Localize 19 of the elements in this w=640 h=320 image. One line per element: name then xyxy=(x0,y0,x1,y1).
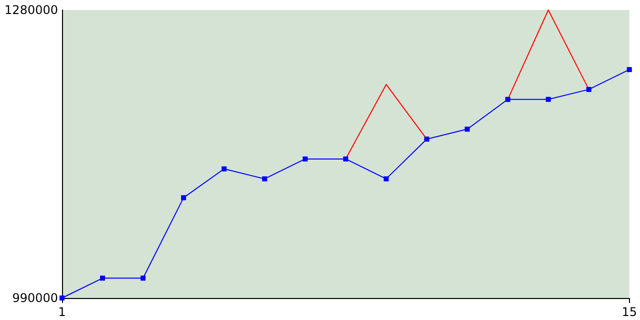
point xyxy=(343,156,348,162)
point xyxy=(262,176,268,182)
point xyxy=(464,126,470,132)
y-tick-label: 1280000 xyxy=(4,3,58,17)
point xyxy=(424,136,430,142)
point xyxy=(100,276,106,281)
point xyxy=(546,96,551,102)
point xyxy=(181,195,186,200)
y-tick-label: 990000 xyxy=(12,291,58,305)
point xyxy=(60,296,64,300)
point xyxy=(505,96,510,102)
point xyxy=(140,276,146,281)
point xyxy=(302,156,308,162)
x-tick-label: 15 xyxy=(622,305,638,319)
x-tick-label: 1 xyxy=(58,305,66,319)
point xyxy=(222,166,227,172)
point xyxy=(384,176,389,182)
point xyxy=(586,86,592,92)
point xyxy=(626,67,632,72)
